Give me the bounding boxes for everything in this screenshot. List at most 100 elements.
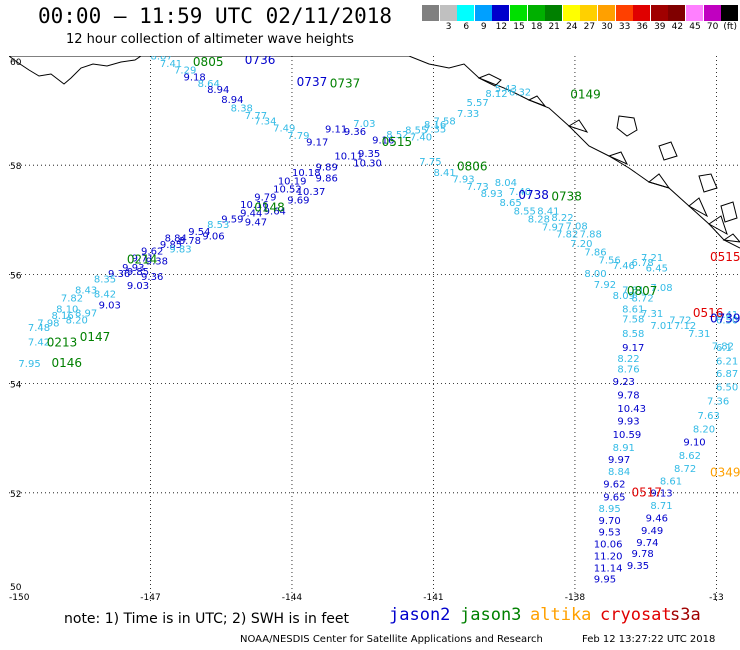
wave-height-labels: 8.877.417.299.188.648.948.948.387.777.34…: [18, 56, 738, 585]
wave-height-label: 9.95: [594, 574, 616, 585]
units-note: note: 1) Time is in UTC; 2) SWH is in fe…: [64, 611, 350, 627]
wave-height-label: 10.16: [240, 200, 269, 211]
wave-height-label: 8.41: [537, 206, 559, 217]
satellite-cryosat: cryosat: [600, 605, 672, 625]
wave-height-label: 8.52: [386, 130, 408, 141]
wave-height-label: 7.33: [457, 109, 479, 120]
wave-height-label: 8.10: [56, 305, 78, 316]
wave-height-label: 8.41: [433, 168, 455, 179]
wave-height-label: 6.41: [716, 310, 738, 321]
legend-swatch: [545, 5, 563, 21]
wave-height-label: 8.55: [514, 206, 536, 217]
pass-time-label: 0516: [693, 306, 724, 320]
wave-height-label: 7.12: [674, 321, 696, 332]
wave-height-label: 7.86: [584, 247, 606, 258]
legend-label: 27: [583, 22, 596, 32]
wave-height-label: 7.77: [245, 111, 267, 122]
wave-height-label: 9.11: [325, 124, 347, 135]
legend-label: 42: [671, 22, 684, 32]
legend-label: (ft): [723, 22, 737, 32]
legend-label: 21: [548, 22, 560, 32]
wave-height-label: 7.73: [466, 182, 488, 193]
wave-height-label: 9.78: [632, 549, 654, 560]
wave-height-label: 8.61: [660, 477, 682, 488]
wave-height-label: 7.82: [556, 229, 578, 240]
wave-height-label: 9.23: [613, 377, 635, 388]
legend-swatch: [615, 5, 633, 21]
wave-height-label: 9.13: [650, 489, 672, 500]
wave-height-label: 9.06: [202, 231, 224, 242]
wave-height-label: 7.08: [650, 283, 672, 294]
coastal-islands: [616, 115, 738, 223]
wave-height-label: 9.46: [646, 514, 668, 525]
pass-time-label: 0214: [127, 252, 158, 266]
lat-tick-label: 54: [10, 381, 22, 391]
wave-height-label: 7.82: [712, 342, 734, 353]
wave-height-label: 7.98: [37, 318, 59, 329]
wave-height-label: 7.97: [542, 223, 564, 234]
lat-lon-grid: [9, 56, 740, 602]
wave-height-label: 7.58: [622, 314, 644, 325]
wave-height-label: 6.78: [632, 258, 654, 269]
wave-height-label: 10.52: [273, 185, 302, 196]
wave-height-label: 7.36: [707, 396, 729, 407]
pass-time-label: 0149: [570, 88, 601, 102]
wave-height-label: 8.58: [622, 329, 644, 340]
pass-time-label: 0807: [627, 284, 658, 298]
wave-height-label: 7.49: [273, 123, 295, 134]
wave-height-label: 9.62: [603, 479, 625, 490]
wave-height-label: 10.30: [353, 158, 382, 169]
wave-height-label: 10.19: [278, 176, 307, 187]
wave-height-label: 9.44: [240, 209, 262, 220]
legend-swatch: [527, 5, 545, 21]
wave-height-label: 9.17: [306, 138, 328, 149]
legend-label: 18: [530, 22, 543, 32]
legend-label: 39: [654, 22, 666, 32]
satellite-jason2: jason2: [389, 605, 451, 625]
wave-height-label: 8.61: [622, 305, 644, 316]
legend-swatch: [510, 5, 527, 21]
wave-height-label: 7.81: [622, 286, 644, 297]
wave-height-label: 9.78: [617, 390, 639, 401]
map-canvas[interactable]: -150 -147 -144 -141 -138 -13 60 58 56 54 52 50 8.87…: [9, 56, 740, 602]
wave-height-label: 8.72: [632, 294, 654, 305]
wave-height-label: 9.79: [254, 193, 276, 204]
pass-time-label: 0213: [47, 335, 78, 349]
legend-label: 12: [495, 22, 508, 32]
wave-height-label: 9.65: [603, 492, 625, 503]
wave-height-label: 9.18: [183, 73, 205, 84]
wave-height-label: 8.43: [75, 286, 97, 297]
coastline: [9, 56, 740, 249]
pass-time-label: 0737: [330, 77, 361, 91]
wave-height-label: 9.35: [627, 561, 649, 572]
axis-tick-labels: -150 -147 -144 -141 -138 -13 60 58 56 54 52 50: [9, 58, 724, 602]
lat-tick-label: 50: [10, 583, 22, 593]
legend-swatch: [562, 5, 580, 21]
wave-height-label: 8.38: [231, 104, 253, 115]
wave-height-label: 8.62: [679, 451, 701, 462]
wave-height-label: 7.46: [613, 261, 635, 272]
wave-height-label: 8.16: [424, 120, 446, 131]
wave-height-label: 7.42: [28, 337, 50, 348]
wave-height-label: 8.76: [617, 365, 639, 376]
pass-time-label: 0349: [710, 465, 740, 479]
satellite-s3a: s3a: [670, 605, 701, 625]
pass-time-label: 0805: [193, 56, 224, 69]
wave-height-label: 9.93: [617, 417, 639, 428]
wave-height-label: 8.35: [94, 275, 116, 286]
wave-height-label: 6.45: [646, 264, 668, 275]
wave-height-label: 8.95: [599, 504, 621, 515]
wave-height-label: 8.84: [165, 234, 187, 245]
wave-height-label: 9.89: [316, 163, 338, 174]
wave-height-label: 10.11: [334, 152, 363, 163]
page-subtitle: 12 hour collection of altimeter wave hei…: [66, 32, 354, 47]
wave-height-label: 7.79: [287, 131, 309, 142]
wave-height-label: 9.64: [264, 206, 286, 217]
wave-height-label: 7.48: [28, 323, 50, 334]
wave-height-label: 5.43: [495, 84, 517, 95]
wave-height-label: 9.36: [344, 127, 366, 138]
legend-label: 45: [689, 22, 701, 32]
legend-swatch: [633, 5, 651, 21]
generation-timestamp: Feb 12 13:27:22 UTC 2018: [582, 634, 716, 645]
